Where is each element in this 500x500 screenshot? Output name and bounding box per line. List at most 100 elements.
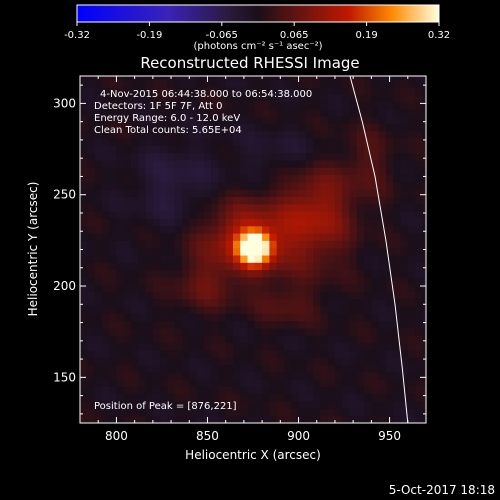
heatmap-cell xyxy=(101,233,110,241)
heatmap-cell xyxy=(145,79,154,88)
heatmap-cell xyxy=(284,298,292,307)
heatmap-cell xyxy=(400,284,409,292)
heatmap-cell xyxy=(291,167,299,176)
heatmap-cell xyxy=(218,116,227,124)
heatmap-cell xyxy=(131,349,139,358)
heatmap-cell xyxy=(131,181,139,190)
heatmap-cell xyxy=(94,255,103,263)
heatmap-cell xyxy=(203,181,212,190)
heatmap-cell xyxy=(356,320,365,329)
y-axis-label: Heliocentric Y (arcsec) xyxy=(26,182,40,317)
heatmap-cell xyxy=(254,291,263,300)
heatmap-cell xyxy=(422,116,426,124)
colorbar xyxy=(76,4,440,23)
heatmap-cell xyxy=(393,386,401,395)
heatmap-cell xyxy=(364,94,372,103)
heatmap-cell xyxy=(254,276,263,285)
heatmap-cell xyxy=(327,342,336,351)
heatmap-cell xyxy=(262,167,270,176)
heatmap-cell xyxy=(327,116,336,124)
heatmap-cell xyxy=(262,196,270,205)
heatmap-cell xyxy=(393,130,401,139)
heatmap-cell xyxy=(240,138,249,146)
heatmap-cell xyxy=(334,386,343,395)
heatmap-cell xyxy=(385,160,394,168)
heatmap-cell xyxy=(393,306,401,314)
heatmap-cell xyxy=(152,320,161,329)
heatmap-cell xyxy=(364,225,372,234)
heatmap-cell xyxy=(240,276,249,285)
heatmap-cell xyxy=(240,364,249,373)
heatmap-cell xyxy=(109,94,117,103)
heatmap-cell xyxy=(305,130,314,139)
heatmap-cell xyxy=(313,79,321,88)
heatmap-cell xyxy=(284,94,292,103)
heatmap-cell xyxy=(101,108,110,117)
heatmap-cell xyxy=(116,203,125,212)
heatmap-cell xyxy=(80,152,88,161)
heatmap-cell xyxy=(364,349,372,358)
heatmap-cell xyxy=(320,284,329,292)
heatmap-cell xyxy=(225,225,234,234)
heatmap-cell xyxy=(80,218,88,227)
heatmap-cell xyxy=(393,181,401,190)
heatmap-cell xyxy=(160,291,168,300)
heatmap-cell xyxy=(262,291,270,300)
heatmap-cell xyxy=(101,79,110,88)
heatmap-cell xyxy=(196,116,205,124)
heatmap-cell xyxy=(196,225,205,234)
heatmap-cell xyxy=(313,269,321,278)
heatmap-cell xyxy=(131,328,139,336)
heatmap-cell xyxy=(378,225,387,234)
heatmap-cell xyxy=(233,240,241,249)
heatmap-cell xyxy=(87,269,96,278)
heatmap-cell xyxy=(123,116,132,124)
heatmap-cell xyxy=(189,408,198,417)
heatmap-cell xyxy=(407,181,416,190)
heatmap-cell xyxy=(422,174,426,183)
heatmap-cell xyxy=(269,393,278,402)
heatmap-cell xyxy=(422,189,426,197)
heatmap-cell xyxy=(371,130,380,139)
heatmap-cell xyxy=(247,415,256,423)
heatmap-cell xyxy=(160,87,168,95)
heatmap-cell xyxy=(298,284,307,292)
heatmap-cell xyxy=(131,313,139,322)
heatmap-cell xyxy=(385,313,394,322)
heatmap-cell xyxy=(393,123,401,132)
heatmap-cell xyxy=(240,87,249,95)
heatmap-cell xyxy=(211,218,219,227)
heatmap-cell xyxy=(284,79,292,88)
heatmap-cell xyxy=(218,79,227,88)
heatmap-cell xyxy=(327,152,336,161)
heatmap-cell xyxy=(320,167,329,176)
heatmap-cell xyxy=(131,94,139,103)
heatmap-cell xyxy=(189,76,198,81)
heatmap-cell xyxy=(174,255,183,263)
heatmap-cell xyxy=(400,160,409,168)
heatmap-cell xyxy=(415,145,423,154)
heatmap-cell xyxy=(422,145,426,154)
heatmap-cell xyxy=(371,349,380,358)
heatmap-cell xyxy=(364,401,372,409)
heatmap-cell xyxy=(385,203,394,212)
heatmap-cell xyxy=(247,255,256,263)
heatmap-cell xyxy=(327,262,336,271)
heatmap-cell xyxy=(356,218,365,227)
heatmap-cell xyxy=(276,138,285,146)
heatmap-cell xyxy=(123,284,132,292)
heatmap-cell xyxy=(320,138,329,146)
heatmap-cell xyxy=(218,160,227,168)
heatmap-cell xyxy=(174,284,183,292)
heatmap-cell xyxy=(269,211,278,219)
heatmap-cell xyxy=(218,255,227,263)
heatmap-cell xyxy=(276,313,285,322)
heatmap-cell xyxy=(334,415,343,423)
heatmap-cell xyxy=(94,240,103,249)
heatmap-cell xyxy=(145,371,154,380)
heatmap-cell xyxy=(233,284,241,292)
heatmap-cell xyxy=(240,379,249,387)
heatmap-cell xyxy=(138,167,147,176)
heatmap-cell xyxy=(327,335,336,344)
heatmap-cell xyxy=(196,87,205,95)
